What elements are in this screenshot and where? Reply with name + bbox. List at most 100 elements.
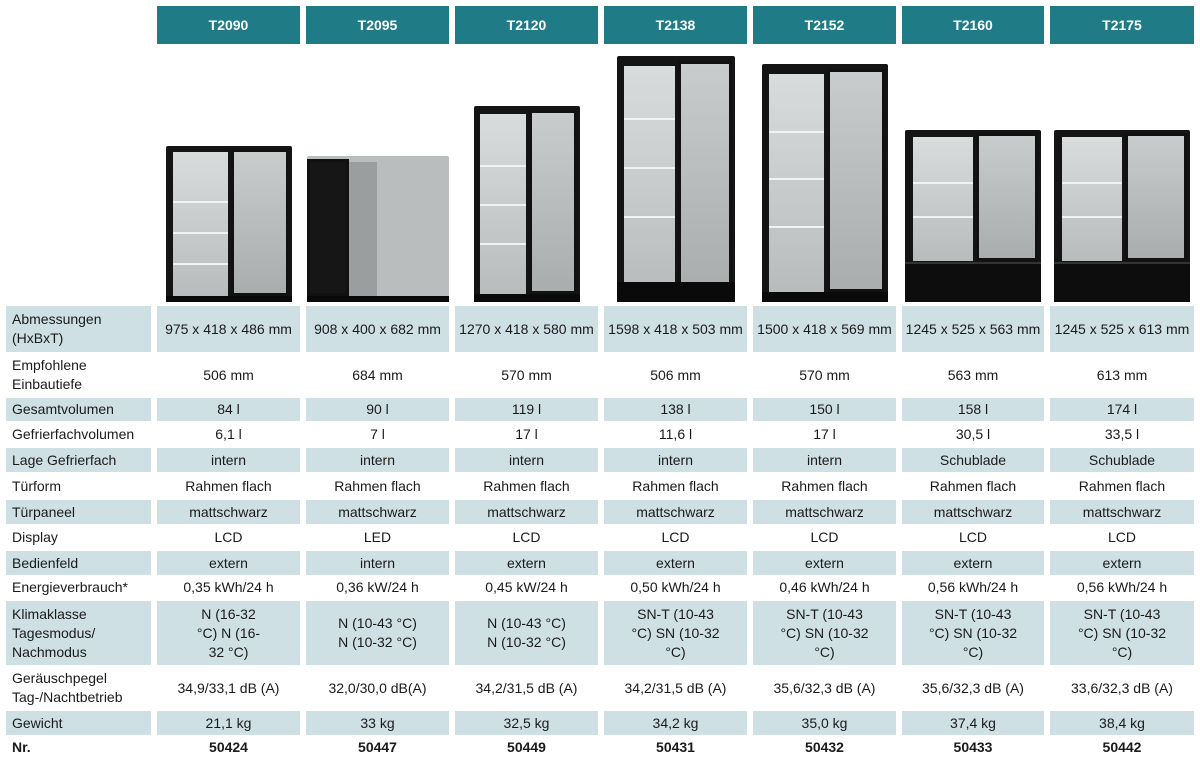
table-cell: intern [753,448,896,472]
table-cell: 84 l [157,398,300,421]
table-cell: 30,5 l [955,426,991,442]
table-cell: Rahmen flach [1078,477,1166,494]
table-cell: LCD [512,529,541,545]
table-cell: 150 l [753,398,896,421]
fridge-photo [157,146,300,302]
table-cell: Rahmen flach [185,477,272,494]
table-cell: 7 l [370,426,385,442]
column-header-model: T2095 [306,6,449,44]
row-label: Klimaklasse Tagesmodus/ Nachmodus [6,601,151,665]
table-cell: 1500 x 418 x 569 mm [753,306,896,352]
table-cell: 32,0/30,0 dB(A) [328,679,427,696]
table-cell: LCD [958,529,987,545]
row-label: Nr. [12,739,31,755]
table-cell: 0,36 kW/24 h [336,579,419,595]
table-cell: 0,56 kWh/24 h [927,579,1019,595]
table-cell: 50432 [805,739,844,755]
table-row: Gefrierfachvolumen 6,1 l 7 l 17 l 11,6 l… [0,423,1200,446]
table-cell: 32,5 kg [455,711,598,735]
table-row: Lage Gefrierfach intern intern intern in… [0,448,1200,472]
table-cell: 684 mm [352,366,403,383]
table-cell: mattschwarz [455,500,598,524]
column-header-model: T2160 [902,6,1044,44]
table-cell: 17 l [813,426,836,442]
row-label: Gefrierfachvolumen [12,426,135,442]
table-row: Klimaklasse Tagesmodus/ Nachmodus N (16-… [0,601,1200,665]
table-cell: N (10-43 °C) N (10-32 °C) [306,601,449,665]
table-row: Gewicht 21,1 kg 33 kg 32,5 kg 34,2 kg 35… [0,711,1200,735]
table-cell: LCD [661,529,690,545]
table-cell: 50442 [1102,739,1142,755]
table-cell: 0,50 kWh/24 h [630,579,721,595]
fridge-photo [902,130,1044,302]
table-cell: Rahmen flach [929,477,1017,494]
table-cell: Rahmen flach [781,477,868,494]
table-cell: mattschwarz [306,500,449,524]
row-label: Lage Gefrierfach [6,448,151,472]
table-cell: 975 x 418 x 486 mm [157,306,300,352]
table-cell: SN-T (10-43 °C) SN (10-32 °C) [604,601,747,665]
fridge-photo [455,106,598,302]
table-cell: 0,56 kWh/24 h [1076,579,1168,595]
table-row: Geräuschpegel Tag-/Nachtbetrieb 34,9/33,… [0,667,1200,709]
table-cell: 0,45 kW/24 h [485,579,568,595]
table-cell: SN-T (10-43 °C) SN (10-32 °C) [753,601,896,665]
table-cell: N (10-43 °C) N (10-32 °C) [455,601,598,665]
table-cell: 33 kg [306,711,449,735]
table-cell: SN-T (10-43 °C) SN (10-32 °C) [1050,601,1194,665]
table-cell: 34,2/31,5 dB (A) [475,679,578,696]
row-label: Energieverbrauch* [12,579,128,595]
row-label: Gesamtvolumen [6,398,151,421]
column-header-model: T2120 [455,6,598,44]
table-cell: 506 mm [203,366,254,383]
table-cell: LED [363,529,392,545]
table-cell: 50447 [358,739,397,755]
table-cell: LCD [214,529,243,545]
table-cell: 34,9/33,1 dB (A) [177,679,280,696]
table-cell: 34,2/31,5 dB (A) [624,679,727,696]
table-row: Energieverbrauch* 0,35 kWh/24 h 0,36 kW/… [0,576,1200,599]
table-row: Bedienfeld extern intern extern extern e… [0,551,1200,575]
table-cell: 34,2 kg [604,711,747,735]
table-cell: 6,1 l [215,426,242,442]
row-label: Türpaneel [6,500,151,524]
table-cell: 50449 [507,739,546,755]
table-cell: 37,4 kg [902,711,1044,735]
table-cell: Schublade [902,448,1044,472]
table-cell: 158 l [902,398,1044,421]
table-cell: 1598 x 418 x 503 mm [604,306,747,352]
table-cell: SN-T (10-43 °C) SN (10-32 °C) [902,601,1044,665]
table-cell: 119 l [455,398,598,421]
table-cell: 0,46 kWh/24 h [779,579,870,595]
table-cell: 1245 x 525 x 563 mm [902,306,1044,352]
table-cell: LCD [1107,529,1136,545]
column-header-model: T2152 [753,6,896,44]
table-cell: N (16-32 °C) N (16-32 °C) [157,601,300,665]
row-label: Türform [12,477,61,494]
table-cell: 33,5 l [1104,426,1140,442]
table-cell: mattschwarz [604,500,747,524]
table-cell: 1245 x 525 x 613 mm [1050,306,1194,352]
table-cell: 174 l [1050,398,1194,421]
table-cell: mattschwarz [1050,500,1194,524]
table-cell: 138 l [604,398,747,421]
row-label: Geräuschpegel Tag-/Nachtbetrieb [12,670,123,705]
fridge-photo [753,64,896,302]
table-cell: 35,0 kg [753,711,896,735]
table-row: Türpaneel mattschwarz mattschwarz mattsc… [0,500,1200,524]
product-image-row [0,46,1200,302]
table-cell: Rahmen flach [334,477,421,494]
table-header-row: T2090 T2095 T2120 T2138 T2152 T2160 T217… [0,6,1200,44]
table-cell: intern [604,448,747,472]
table-cell: 506 mm [650,366,701,383]
table-cell: mattschwarz [902,500,1044,524]
fridge-photo [604,56,747,302]
table-row: Gesamtvolumen 84 l 90 l 119 l 138 l 150 … [0,398,1200,421]
table-cell: 613 mm [1096,366,1148,383]
table-cell: 35,6/32,3 dB (A) [773,679,876,696]
table-row: Abmessungen (HxBxT) 975 x 418 x 486 mm 9… [0,306,1200,352]
table-cell: intern [157,448,300,472]
table-cell: 21,1 kg [157,711,300,735]
table-cell: mattschwarz [753,500,896,524]
table-cell: 38,4 kg [1050,711,1194,735]
